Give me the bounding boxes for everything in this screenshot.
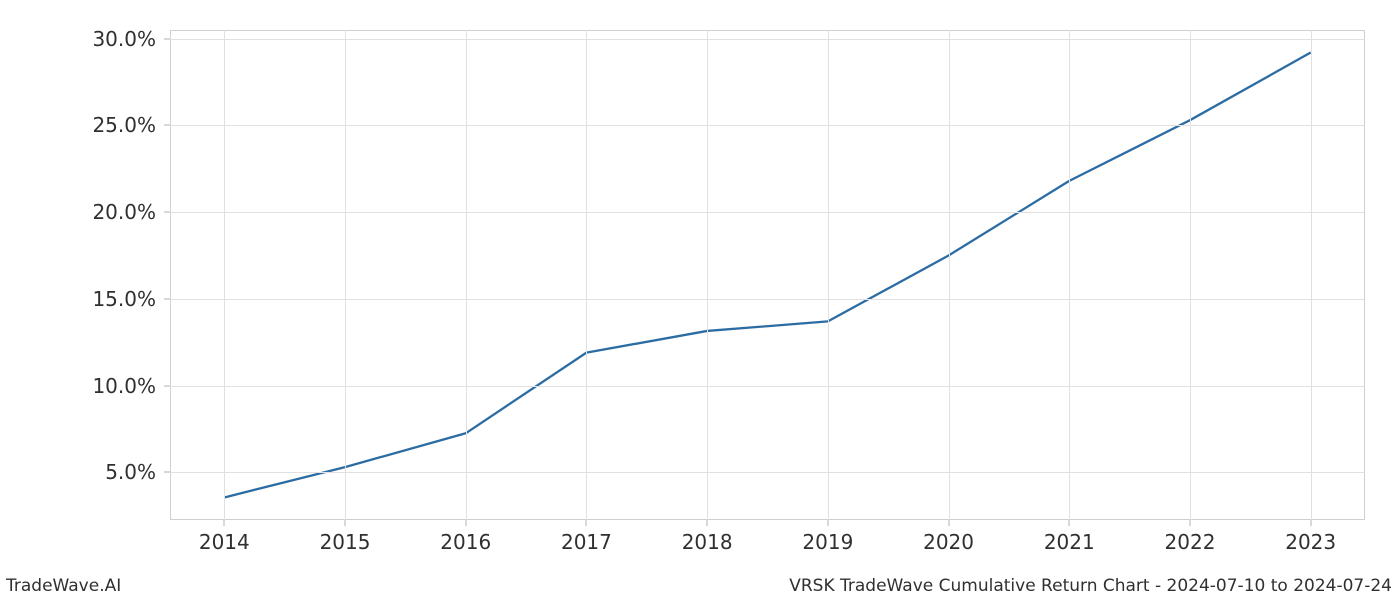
x-tick-label: 2022	[1165, 520, 1216, 554]
x-gridline	[586, 30, 587, 520]
x-tick-label: 2018	[682, 520, 733, 554]
x-tick-label: 2020	[923, 520, 974, 554]
x-gridline	[707, 30, 708, 520]
y-gridline	[170, 125, 1365, 126]
y-gridline	[170, 299, 1365, 300]
footer-left-text: TradeWave.AI	[6, 576, 121, 596]
series-cumulative_return	[224, 53, 1310, 498]
y-tick-label: 20.0%	[92, 200, 170, 224]
y-tick-label: 15.0%	[92, 287, 170, 311]
x-gridline	[345, 30, 346, 520]
x-tick-label: 2017	[561, 520, 612, 554]
x-gridline	[466, 30, 467, 520]
y-gridline	[170, 386, 1365, 387]
x-gridline	[1190, 30, 1191, 520]
x-tick-label: 2014	[199, 520, 250, 554]
y-tick-label: 10.0%	[92, 374, 170, 398]
x-gridline	[949, 30, 950, 520]
x-gridline	[224, 30, 225, 520]
line-layer	[170, 30, 1365, 520]
x-tick-label: 2016	[440, 520, 491, 554]
y-tick-label: 25.0%	[92, 113, 170, 137]
chart-container: 5.0% 10.0% 15.0% 20.0% 25.0% 30.0% 2014 2015 201…	[0, 0, 1400, 600]
x-tick-label: 2021	[1044, 520, 1095, 554]
plot-area: 5.0%10.0%15.0%20.0%25.0%30.0%20142015201…	[170, 30, 1365, 520]
x-tick-label: 2015	[320, 520, 371, 554]
y-gridline	[170, 212, 1365, 213]
x-tick-label: 2019	[802, 520, 853, 554]
x-gridline	[1069, 30, 1070, 520]
x-gridline	[1311, 30, 1312, 520]
footer-right-text: VRSK TradeWave Cumulative Return Chart -…	[789, 576, 1392, 596]
y-tick-label: 5.0%	[105, 460, 170, 484]
y-tick-label: 30.0%	[92, 27, 170, 51]
y-gridline	[170, 39, 1365, 40]
x-gridline	[828, 30, 829, 520]
x-tick-label: 2023	[1285, 520, 1336, 554]
y-gridline	[170, 472, 1365, 473]
